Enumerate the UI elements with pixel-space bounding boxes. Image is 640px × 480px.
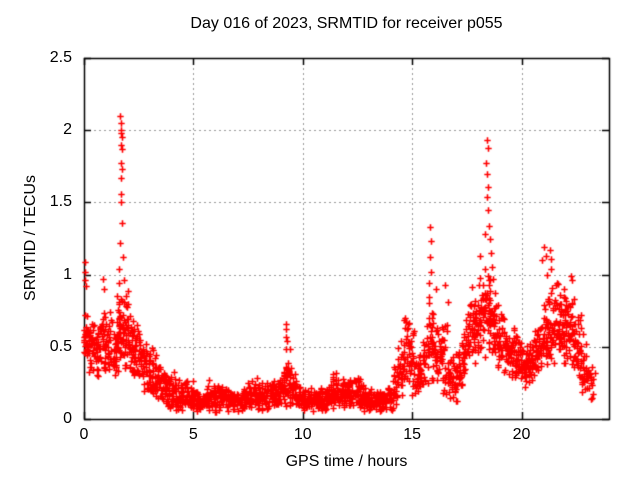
y-tick-label: 2 xyxy=(63,121,72,139)
y-tick-label: 1 xyxy=(63,265,72,283)
x-tick-label: 0 xyxy=(79,426,89,443)
y-tick-label: 2.5 xyxy=(49,49,72,66)
y-tick-label: 0.5 xyxy=(49,337,72,355)
x-tick-label: 5 xyxy=(188,426,198,443)
x-tick-label: 10 xyxy=(293,426,312,443)
chart-title: Day 016 of 2023, SRMTID for receiver p05… xyxy=(190,15,503,32)
y-tick-label: 1.5 xyxy=(49,193,72,211)
x-tick-label: 20 xyxy=(512,426,531,443)
y-tick-label: 0 xyxy=(63,410,72,427)
x-tick-label: 15 xyxy=(403,426,422,443)
x-axis-title: GPS time / hours xyxy=(285,453,408,470)
